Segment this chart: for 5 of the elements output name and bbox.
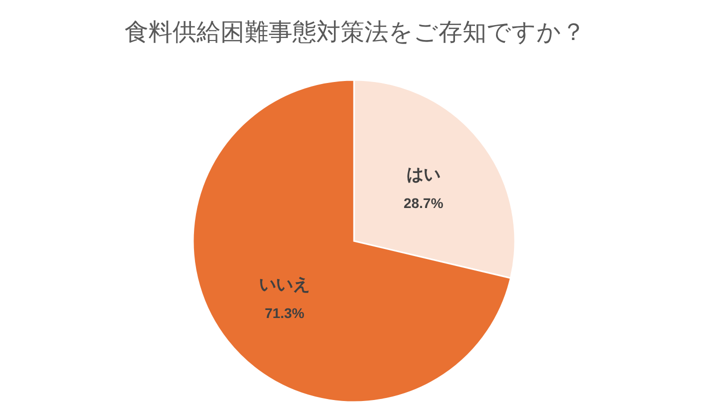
data-label: 71.3% xyxy=(264,304,305,321)
data-label: 28.7% xyxy=(404,195,444,212)
slice-label: はい xyxy=(406,165,440,184)
slice-label: いいえ xyxy=(259,274,310,294)
chart-title: 食料供給困難事態対策法をご存知ですか？ xyxy=(124,19,586,46)
